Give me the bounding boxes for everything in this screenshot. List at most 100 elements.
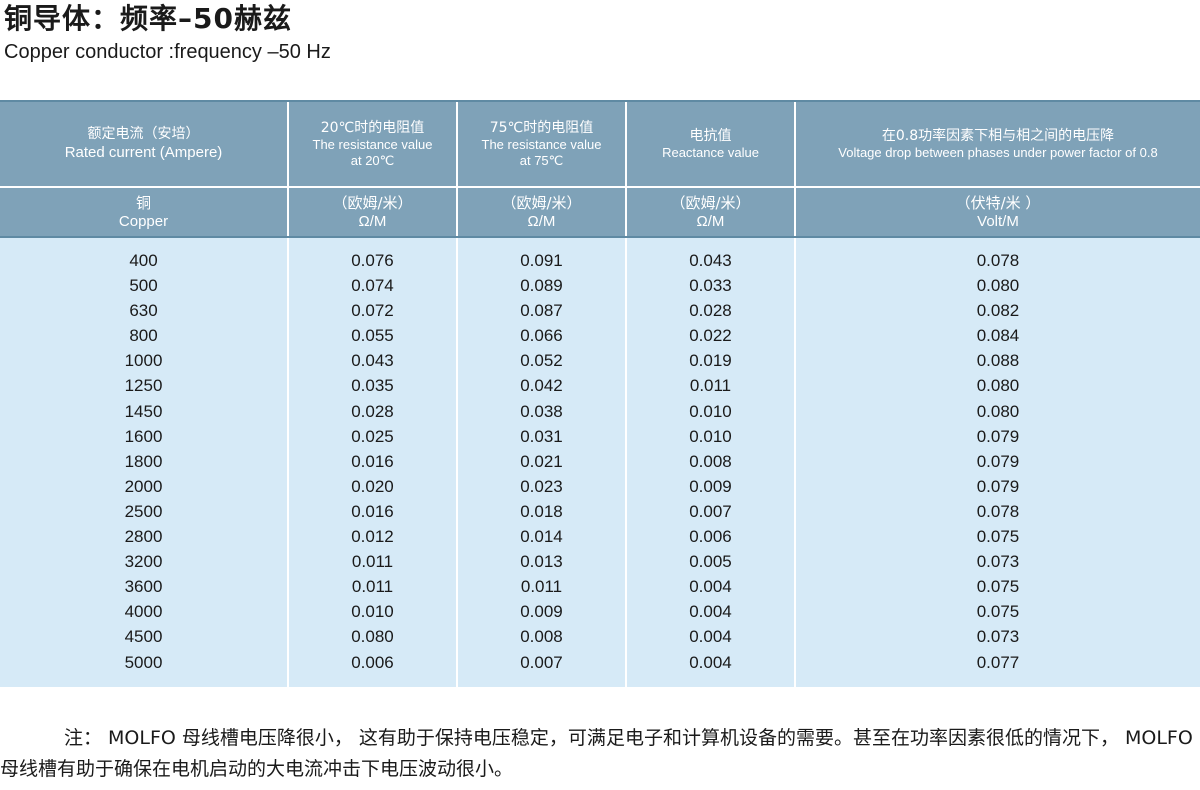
cell-resistance-75c: 0.021 <box>456 448 626 474</box>
cell-voltage-drop: 0.080 <box>794 398 1200 424</box>
unit-label-en: Ω/M <box>527 212 556 230</box>
cell-resistance-75c: 0.007 <box>456 649 626 687</box>
table-body: 400 0.076 0.091 0.043 0.078 500 0.074 0.089 0.03… <box>0 237 1200 687</box>
cell-voltage-drop: 0.078 <box>794 498 1200 525</box>
unit-label-cn: 铜 <box>135 193 151 212</box>
cell-rated-current: 630 <box>0 298 288 324</box>
cell-resistance-20c: 0.076 <box>287 237 457 274</box>
cell-rated-current: 1250 <box>0 373 288 399</box>
table-row: 800 0.055 0.066 0.022 0.084 <box>0 323 1200 349</box>
cell-reactance: 0.022 <box>625 323 795 349</box>
cell-rated-current: 1800 <box>0 448 288 474</box>
cell-resistance-75c: 0.018 <box>456 498 626 525</box>
header-label-en: The resistance value <box>481 137 602 152</box>
cell-voltage-drop: 0.075 <box>794 524 1200 550</box>
cell-reactance: 0.019 <box>625 348 795 374</box>
unit-label-cn: （伏特/米 ） <box>955 193 1041 212</box>
cell-reactance: 0.010 <box>625 423 795 449</box>
footnote: 注： MOLFO 母线槽电压降很小， 这有助于保持电压稳定，可满足电子和计算机设… <box>0 723 1200 785</box>
cell-reactance: 0.007 <box>625 498 795 525</box>
cell-resistance-20c: 0.016 <box>287 498 457 525</box>
unit-copper: 铜 Copper <box>0 187 288 238</box>
header-label-cn: 75℃时的电阻值 <box>489 120 594 136</box>
cell-reactance: 0.006 <box>625 524 795 550</box>
cell-resistance-75c: 0.091 <box>456 237 626 274</box>
cell-resistance-20c: 0.016 <box>287 448 457 474</box>
cell-voltage-drop: 0.079 <box>794 423 1200 449</box>
table-row: 1450 0.028 0.038 0.010 0.080 <box>0 398 1200 424</box>
cell-resistance-20c: 0.074 <box>287 273 457 299</box>
unit-label-cn: （欧姆/米） <box>332 193 413 212</box>
unit-ohm-per-m-20c: （欧姆/米） Ω/M <box>287 187 457 238</box>
unit-ohm-per-m-reactance: （欧姆/米） Ω/M <box>625 187 795 238</box>
header-rated-current: 额定电流（安培） Rated current (Ampere) <box>0 100 288 188</box>
cell-resistance-20c: 0.012 <box>287 524 457 550</box>
cell-resistance-20c: 0.035 <box>287 373 457 399</box>
cell-resistance-75c: 0.052 <box>456 348 626 374</box>
table-row: 500 0.074 0.089 0.033 0.080 <box>0 273 1200 299</box>
header-label-en2: at 20℃ <box>350 153 395 168</box>
cell-resistance-20c: 0.025 <box>287 423 457 449</box>
cell-voltage-drop: 0.073 <box>794 549 1200 575</box>
table-row: 400 0.076 0.091 0.043 0.078 <box>0 237 1200 274</box>
cell-resistance-75c: 0.038 <box>456 398 626 424</box>
cell-reactance: 0.004 <box>625 649 795 687</box>
table-row: 5000 0.006 0.007 0.004 0.077 <box>0 649 1200 687</box>
cell-rated-current: 2000 <box>0 473 288 499</box>
cell-rated-current: 2800 <box>0 524 288 550</box>
cell-voltage-drop: 0.075 <box>794 599 1200 625</box>
cell-rated-current: 3200 <box>0 549 288 575</box>
cell-reactance: 0.005 <box>625 549 795 575</box>
cell-reactance: 0.004 <box>625 574 795 600</box>
cell-resistance-75c: 0.011 <box>456 574 626 600</box>
table-row: 1800 0.016 0.021 0.008 0.079 <box>0 448 1200 474</box>
cell-resistance-75c: 0.023 <box>456 473 626 499</box>
cell-resistance-20c: 0.055 <box>287 323 457 349</box>
cell-resistance-20c: 0.080 <box>287 624 457 650</box>
table-row: 2000 0.020 0.023 0.009 0.079 <box>0 473 1200 499</box>
cell-resistance-20c: 0.072 <box>287 298 457 324</box>
cell-rated-current: 4500 <box>0 624 288 650</box>
page-title: 铜导体：频率–50赫兹 <box>4 2 292 35</box>
cell-resistance-75c: 0.066 <box>456 323 626 349</box>
header-label-cn: 电抗值 <box>689 128 732 144</box>
cell-voltage-drop: 0.079 <box>794 473 1200 499</box>
cell-resistance-75c: 0.031 <box>456 423 626 449</box>
cell-voltage-drop: 0.080 <box>794 273 1200 299</box>
header-label-cn: 额定电流（安培） <box>87 126 200 142</box>
cell-resistance-75c: 0.013 <box>456 549 626 575</box>
cell-resistance-75c: 0.009 <box>456 599 626 625</box>
cell-rated-current: 5000 <box>0 649 288 687</box>
footnote-text: 注： MOLFO 母线槽电压降很小， 这有助于保持电压稳定，可满足电子和计算机设… <box>0 727 1193 780</box>
header-label-cn: 20℃时的电阻值 <box>320 120 425 136</box>
cell-resistance-75c: 0.089 <box>456 273 626 299</box>
cell-resistance-75c: 0.042 <box>456 373 626 399</box>
table-row: 4500 0.080 0.008 0.004 0.073 <box>0 624 1200 650</box>
cell-reactance: 0.033 <box>625 273 795 299</box>
cell-reactance: 0.004 <box>625 624 795 650</box>
page-subtitle: Copper conductor :frequency –50 Hz <box>4 41 331 63</box>
cell-rated-current: 500 <box>0 273 288 299</box>
table-row: 2800 0.012 0.014 0.006 0.075 <box>0 524 1200 550</box>
cell-resistance-75c: 0.008 <box>456 624 626 650</box>
cell-voltage-drop: 0.084 <box>794 323 1200 349</box>
cell-resistance-75c: 0.014 <box>456 524 626 550</box>
table-row: 2500 0.016 0.018 0.007 0.078 <box>0 498 1200 525</box>
cell-voltage-drop: 0.075 <box>794 574 1200 600</box>
cell-reactance: 0.004 <box>625 599 795 625</box>
table-row: 630 0.072 0.087 0.028 0.082 <box>0 298 1200 324</box>
cell-rated-current: 4000 <box>0 599 288 625</box>
table-row: 1250 0.035 0.042 0.011 0.080 <box>0 373 1200 399</box>
table-row: 1000 0.043 0.052 0.019 0.088 <box>0 348 1200 374</box>
cell-resistance-20c: 0.011 <box>287 549 457 575</box>
cell-voltage-drop: 0.088 <box>794 348 1200 374</box>
cell-resistance-20c: 0.043 <box>287 348 457 374</box>
unit-label-cn: （欧姆/米） <box>670 193 751 212</box>
cell-rated-current: 1600 <box>0 423 288 449</box>
header-resistance-75c: 75℃时的电阻值 The resistance value at 75℃ <box>456 100 626 188</box>
cell-resistance-20c: 0.010 <box>287 599 457 625</box>
header-reactance: 电抗值 Reactance value <box>625 100 795 188</box>
unit-label-en: Ω/M <box>696 212 725 230</box>
header-row: 额定电流（安培） Rated current (Ampere) 20℃时的电阻值… <box>0 100 1200 188</box>
table-row: 4000 0.010 0.009 0.004 0.075 <box>0 599 1200 625</box>
